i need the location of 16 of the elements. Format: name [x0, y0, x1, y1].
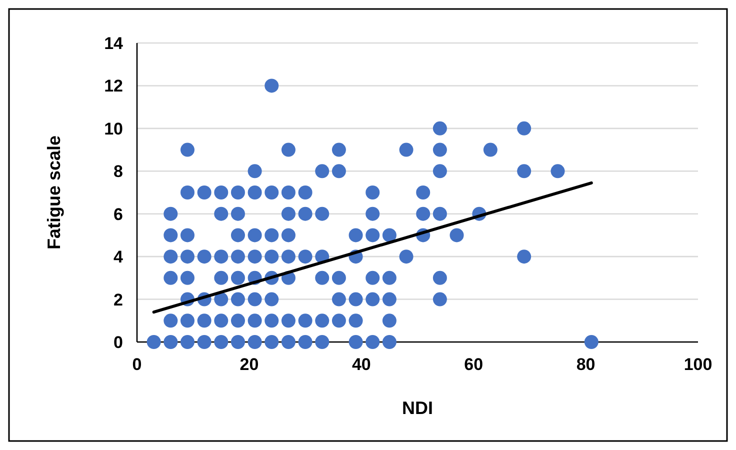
y-tick-label: 2: [114, 290, 123, 310]
x-tick-label: 100: [684, 355, 712, 374]
x-tick-label: 0: [132, 355, 142, 374]
x-tick-label: 80: [576, 355, 596, 374]
y-tick-label: 12: [104, 76, 123, 96]
y-tick-label: 8: [114, 162, 123, 182]
y-tick-label: 14: [104, 34, 124, 53]
x-tick-label: 20: [240, 355, 259, 374]
x-axis-title: NDI: [402, 398, 433, 418]
y-axis-title: Fatigue scale: [44, 135, 64, 250]
y-tick-label: 6: [114, 204, 123, 224]
y-tick-label: 0: [114, 333, 123, 352]
x-tick-label: 60: [464, 355, 484, 374]
y-tick-label: 10: [104, 119, 123, 138]
y-tick-label: 4: [114, 248, 124, 267]
x-tick-label: 40: [352, 355, 371, 374]
